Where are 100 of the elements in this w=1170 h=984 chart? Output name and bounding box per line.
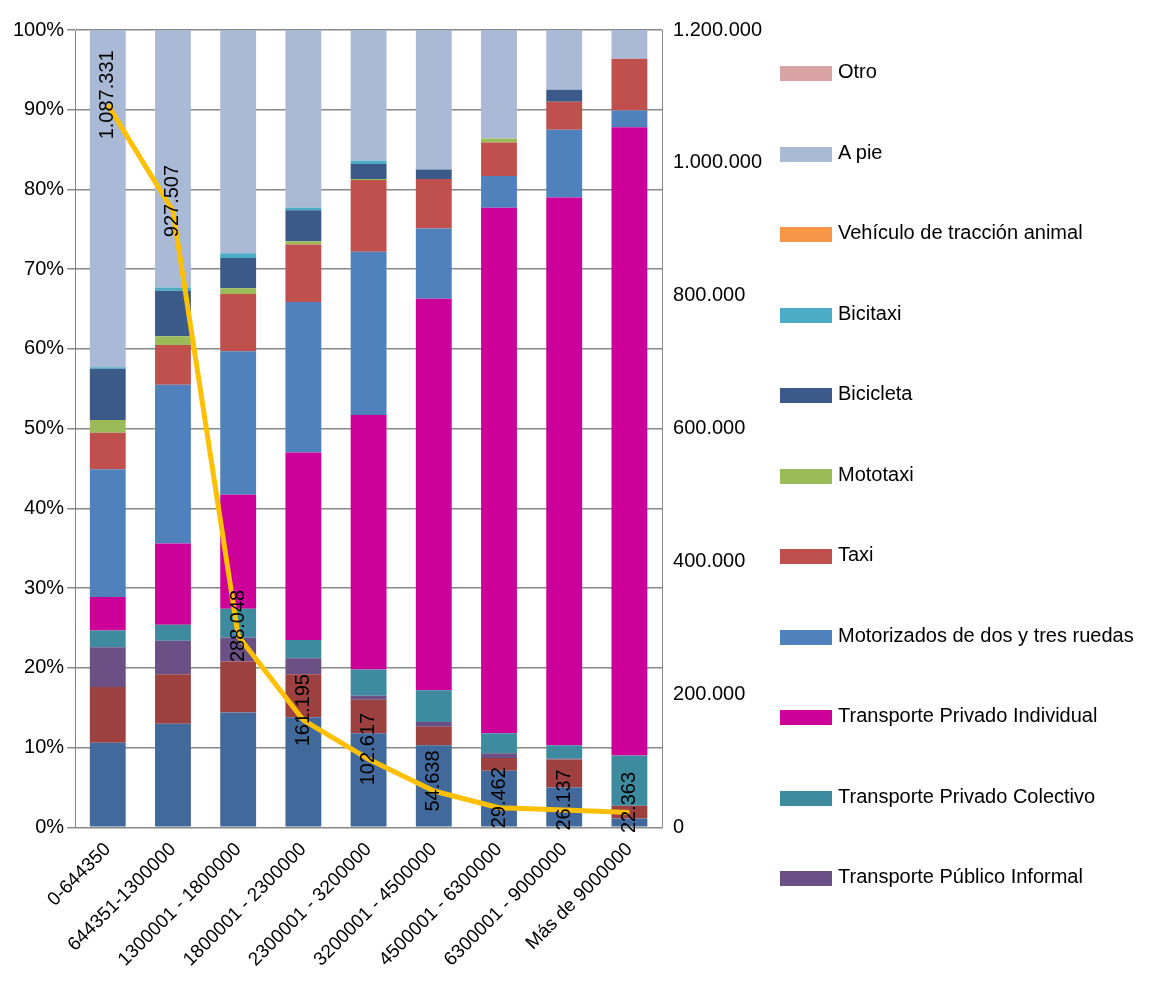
bar (155, 543, 191, 625)
bar (220, 258, 257, 289)
bar (285, 452, 322, 640)
y-tick-label: 70% (24, 256, 65, 279)
y-tick-label: 50% (24, 416, 65, 439)
bar (546, 30, 583, 90)
bar (220, 288, 257, 294)
legend-label: Mototaxi (838, 462, 914, 486)
bar (350, 415, 387, 670)
bar (155, 384, 191, 544)
y-tick-label: 0% (35, 814, 65, 837)
y2-tick-label: 1.000.000 (673, 150, 763, 173)
bar (155, 674, 191, 724)
y-tick-label: 20% (24, 655, 65, 678)
y2-tick-label: 1.200.000 (673, 17, 763, 40)
y-tick-label: 10% (24, 735, 65, 758)
bar (611, 127, 648, 756)
bar (285, 639, 322, 659)
bar (415, 30, 452, 170)
bar (285, 301, 322, 453)
bar (481, 207, 517, 734)
bar (415, 228, 452, 299)
bar (415, 690, 452, 723)
bar (89, 432, 126, 470)
y-tick-label: 40% (24, 495, 65, 518)
bar (155, 30, 191, 288)
y-tick-label: 100% (13, 17, 65, 40)
bar (415, 722, 452, 727)
y-tick-label: 90% (24, 97, 65, 120)
bar (220, 351, 257, 495)
bar (481, 753, 517, 758)
bar (481, 30, 517, 139)
bar (350, 669, 387, 696)
bar (481, 733, 517, 754)
legend-label: A pie (838, 140, 883, 164)
bar (415, 726, 452, 746)
bar (89, 687, 126, 743)
bar (155, 344, 191, 385)
legend-label: Motorizados de dos y tres ruedas (838, 623, 1134, 647)
bar (546, 129, 583, 198)
bar (89, 630, 126, 648)
bar (546, 197, 583, 746)
bar (155, 624, 191, 641)
bar (220, 253, 257, 259)
bar (415, 298, 452, 691)
y-tick-label: 30% (24, 575, 65, 598)
bar (89, 368, 126, 420)
legend-label: Otro (838, 60, 877, 83)
y2-tick-label: 400.000 (673, 549, 746, 572)
legend-label: Taxi (838, 543, 874, 566)
y2-tick-label: 800.000 (673, 283, 746, 306)
bar (611, 110, 648, 128)
bar (220, 661, 257, 713)
bar (611, 30, 648, 59)
y2-tick-label: 200.000 (673, 681, 746, 704)
data-label: 29.462 (486, 767, 509, 829)
bar (611, 58, 648, 111)
bar (220, 293, 257, 352)
data-label: 1.087.331 (95, 50, 118, 140)
bar (350, 163, 387, 180)
legend-label: Transporte Público Informal (838, 865, 1083, 888)
bar (89, 647, 126, 687)
data-label: 161.195 (290, 674, 313, 747)
legend-label: Bicicleta (838, 382, 913, 405)
bar (350, 179, 387, 252)
bar (350, 695, 387, 700)
bar (155, 723, 191, 827)
legend-label: Vehículo de tracción animal (838, 221, 1083, 244)
legend-label: Bicitaxi (838, 301, 902, 325)
bar (546, 101, 583, 130)
bar (89, 596, 126, 631)
legend-label: Transporte Privado Individual (838, 704, 1098, 727)
legend-label: Transporte Privado Colectivo (838, 784, 1096, 808)
bar (155, 336, 191, 345)
bar (89, 30, 126, 368)
bar (285, 658, 322, 675)
bar (89, 419, 126, 433)
bar (285, 210, 322, 242)
bar (546, 89, 583, 102)
data-label: 102.617 (356, 713, 379, 786)
bar (89, 469, 126, 597)
bar (285, 244, 322, 302)
bar (220, 30, 257, 254)
bar (481, 138, 517, 143)
bar (350, 251, 387, 416)
data-label: 22.363 (616, 771, 639, 834)
data-label: 26.137 (551, 769, 574, 831)
bar (481, 175, 517, 208)
bar (481, 142, 517, 176)
bar (155, 640, 191, 675)
bar (546, 745, 583, 759)
bar (415, 169, 452, 180)
bar (285, 241, 322, 245)
bar (285, 30, 322, 208)
bar (350, 30, 387, 161)
bar (89, 742, 126, 827)
data-label: 288.048 (225, 589, 248, 663)
y-tick-label: 80% (24, 176, 65, 199)
y2-tick-label: 600.000 (673, 416, 746, 439)
bar (350, 160, 387, 164)
